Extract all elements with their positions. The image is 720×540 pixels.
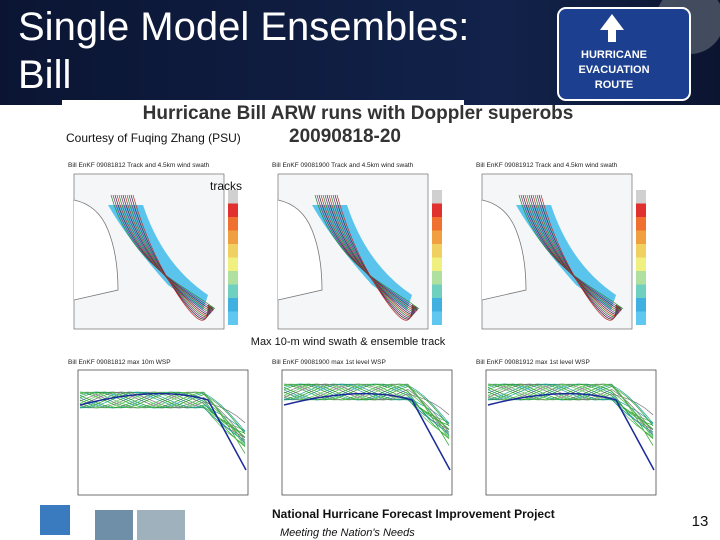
colorbar: [636, 203, 646, 217]
coastline: [73, 199, 119, 301]
track: [520, 194, 622, 310]
colorbar: [432, 190, 442, 204]
colorbar: [432, 257, 442, 271]
wind-curve: [487, 383, 654, 439]
wind-curve: [283, 383, 450, 416]
wind-curve: [487, 383, 654, 424]
panel-title: Bill EnKF 09081900 Track and 4.5km wind …: [272, 162, 414, 169]
colorbar: [228, 230, 238, 244]
track: [518, 194, 623, 309]
track: [314, 194, 419, 309]
colorbar: [432, 298, 442, 312]
colorbar: [636, 217, 646, 231]
colorbar: [228, 298, 238, 312]
obs-curve: [79, 392, 247, 471]
colorbar: [228, 271, 238, 285]
coastline: [277, 199, 323, 301]
obs-curve: [283, 392, 451, 471]
page-number: 13: [692, 513, 709, 530]
track: [540, 194, 617, 321]
plot-axes: [485, 369, 657, 496]
credit: Courtesy of Fuqing Zhang (PSU): [66, 131, 241, 145]
colorbar: [636, 230, 646, 244]
slide-title: Bill: [18, 53, 71, 97]
colorbar: [636, 298, 646, 312]
colorbar: [228, 244, 238, 258]
colorbar: [432, 230, 442, 244]
track: [320, 194, 417, 312]
colorbar: [432, 284, 442, 298]
wind-curve: [79, 391, 246, 446]
wind-curve: [487, 383, 654, 427]
colorbar: [228, 203, 238, 217]
logo-image: [95, 510, 133, 540]
colorbar: [432, 217, 442, 231]
colorbar: [636, 257, 646, 271]
wind-curve: [79, 391, 246, 447]
track: [116, 194, 213, 312]
colorbar: [636, 244, 646, 258]
colorbar: [228, 217, 238, 231]
wind-curve: [79, 391, 246, 432]
track: [522, 194, 622, 311]
colorbar: [228, 190, 238, 204]
sign-arrow: [600, 14, 624, 42]
plot-title: Bill EnKF 09081912 max 1st level WSP: [476, 359, 590, 366]
track: [316, 194, 418, 310]
colorbar: [228, 284, 238, 298]
wind-curve: [283, 383, 450, 424]
slide-title: Single Model Ensembles:: [18, 5, 469, 49]
wind-curve: [283, 383, 450, 427]
track: [132, 194, 209, 321]
wind-curve: [79, 391, 246, 435]
logo: [40, 505, 70, 535]
plot-title: Bill EnKF 09081900 max 1st level WSP: [272, 359, 386, 366]
panel-title: Bill EnKF 09081912 Track and 4.5km wind …: [476, 162, 618, 169]
wind-curve: [283, 383, 450, 436]
logo-image: [137, 510, 185, 540]
track: [112, 194, 214, 310]
sign-text: ROUTE: [595, 79, 634, 91]
sign-text: HURRICANE: [581, 49, 647, 61]
sign-text: EVACUATION: [578, 64, 649, 76]
track: [110, 194, 215, 309]
obs-curve: [487, 392, 655, 471]
colorbar: [432, 203, 442, 217]
wind-curve: [79, 391, 246, 444]
evac-sign: [557, 7, 691, 101]
figure-date: 20090818-20: [289, 126, 401, 147]
footer-project: National Hurricane Forecast Improvement …: [272, 507, 555, 521]
figure-title: Hurricane Bill ARW runs with Doppler sup…: [143, 103, 574, 124]
track: [114, 194, 214, 311]
colorbar: [432, 311, 442, 325]
colorbar: [432, 244, 442, 258]
plot-axes: [77, 369, 249, 496]
wind-curve: [283, 383, 450, 439]
colorbar: [636, 190, 646, 204]
colorbar: [228, 257, 238, 271]
colorbar: [636, 271, 646, 285]
swath-label: Max 10-m wind swath & ensemble track: [251, 336, 446, 348]
colorbar: [636, 311, 646, 325]
plot-title: Bill EnKF 09081812 max 10m WSP: [68, 359, 171, 366]
track: [524, 194, 621, 312]
colorbar: [228, 311, 238, 325]
tracks-label: tracks: [210, 179, 242, 193]
wind-curve: [487, 383, 654, 436]
coastline: [481, 199, 527, 301]
track: [336, 194, 413, 321]
plot-axes: [281, 369, 453, 496]
wind-curve: [79, 391, 246, 424]
wind-curve: [487, 383, 654, 416]
footer-motto: Meeting the Nation's Needs: [280, 527, 415, 539]
track: [318, 194, 418, 311]
colorbar: [636, 284, 646, 298]
panel-title: Bill EnKF 09081812 Track and 4.5km wind …: [68, 162, 210, 169]
colorbar: [432, 271, 442, 285]
